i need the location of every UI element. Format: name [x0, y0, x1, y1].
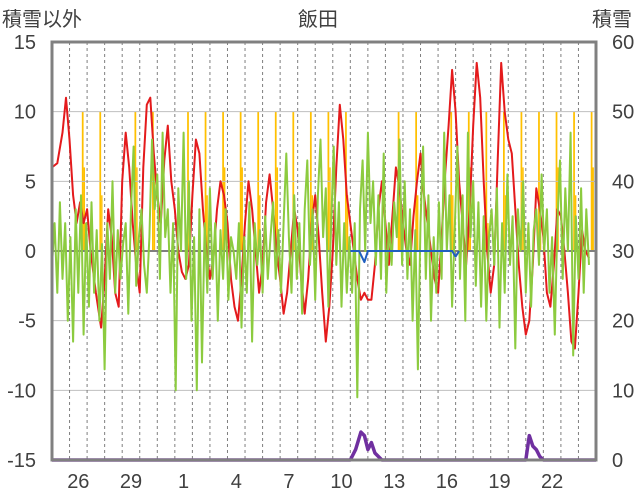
right-tick-label: 50: [612, 102, 634, 124]
series-line-0: [51, 61, 590, 350]
sunshine-bar: [346, 195, 349, 251]
sunshine-bar: [329, 167, 331, 251]
sunshine-bar: [452, 195, 454, 251]
right-axis-title: 積雪: [592, 8, 632, 31]
left-axis-title: 積雪以外: [2, 8, 82, 31]
sunshine-bar: [259, 195, 261, 251]
x-tick-label: 1: [178, 471, 189, 493]
sunshine-bar: [223, 167, 226, 251]
chart-title: 飯田: [298, 8, 338, 31]
x-tick-label: 16: [436, 471, 458, 493]
right-tick-label: 10: [612, 380, 634, 402]
sunshine-bar: [487, 223, 489, 251]
x-tick-label: 22: [541, 471, 563, 493]
x-tick-label: 7: [283, 471, 294, 493]
sunshine-bar: [276, 167, 279, 251]
plot-frame: [50, 40, 598, 462]
x-tick-label: 26: [67, 471, 89, 493]
x-tick-label: 10: [330, 471, 352, 493]
left-tick-label: -5: [18, 311, 36, 333]
x-tick-label: 13: [383, 471, 405, 493]
left-tick-label: 5: [25, 171, 36, 193]
right-tick-label: 30: [612, 241, 634, 263]
sunshine-bar: [206, 195, 208, 251]
right-tick-label: 40: [612, 171, 634, 193]
x-tick-label: 4: [231, 471, 242, 493]
left-tick-label: 15: [14, 32, 36, 54]
right-tick-label: 0: [612, 450, 623, 472]
sunshine-bar: [136, 167, 138, 251]
sunshine-bar: [592, 167, 594, 251]
series-line-2: [350, 250, 460, 264]
sunshine-bar: [417, 195, 419, 251]
left-tick-label: 10: [14, 102, 36, 124]
series-line-3: [52, 430, 596, 462]
left-tick-label: 0: [25, 241, 36, 263]
x-tick-label: 29: [120, 471, 142, 493]
series-line-1: [51, 131, 590, 399]
sunshine-bar: [241, 167, 243, 251]
sunshine-bar: [83, 167, 85, 251]
right-tick-label: 20: [612, 311, 634, 333]
sunshine-bar: [101, 195, 103, 251]
x-tick-label: 19: [488, 471, 510, 493]
left-tick-label: -10: [7, 380, 36, 402]
left-tick-label: -15: [7, 450, 36, 472]
right-tick-label: 60: [612, 32, 634, 54]
